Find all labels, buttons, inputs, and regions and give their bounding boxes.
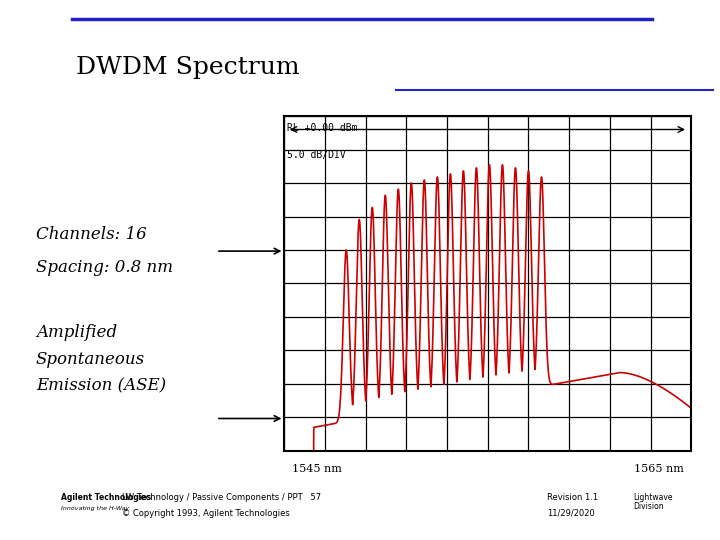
Text: Spacing: 0.8 nm: Spacing: 0.8 nm [36, 259, 173, 276]
Text: Amplified: Amplified [36, 323, 117, 341]
Text: RL +0.00 dBm: RL +0.00 dBm [287, 123, 357, 133]
Text: 1545 nm: 1545 nm [292, 464, 341, 475]
Text: LW Technology / Passive Components / PPT   57: LW Technology / Passive Components / PPT… [122, 492, 322, 502]
Text: Channels: 16: Channels: 16 [36, 226, 147, 244]
Text: DWDM Spectrum: DWDM Spectrum [76, 56, 299, 79]
Text: Innovating the H-Way: Innovating the H-Way [61, 507, 130, 511]
Text: Spontaneous: Spontaneous [36, 350, 145, 368]
Text: 11/29/2020: 11/29/2020 [547, 509, 595, 518]
Text: Emission (ASE): Emission (ASE) [36, 377, 166, 395]
Text: 1565 nm: 1565 nm [634, 464, 684, 475]
Text: Revision 1.1: Revision 1.1 [547, 492, 598, 502]
Text: Lightwave: Lightwave [634, 492, 673, 502]
Text: Division: Division [634, 502, 665, 511]
Text: Agilent Technologies: Agilent Technologies [61, 492, 151, 502]
Text: 5.0 dB/DIV: 5.0 dB/DIV [287, 150, 346, 160]
Text: © Copyright 1993, Agilent Technologies: © Copyright 1993, Agilent Technologies [122, 509, 290, 518]
